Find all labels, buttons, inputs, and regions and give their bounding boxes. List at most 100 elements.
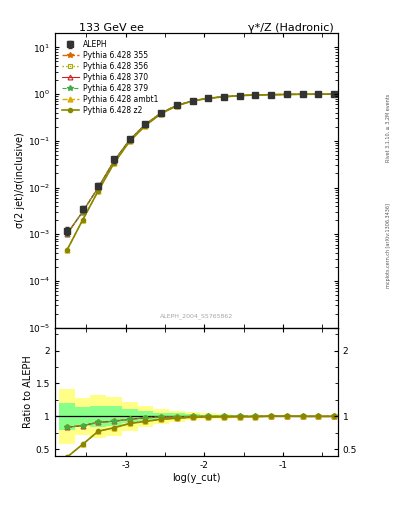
Pythia 6.428 370 xyxy=(253,92,258,98)
Pythia 6.428 356 xyxy=(64,231,69,237)
Text: mcplots.cern.ch [arXiv:1306.3436]: mcplots.cern.ch [arXiv:1306.3436] xyxy=(386,203,391,288)
Pythia 6.428 z2 xyxy=(222,94,226,100)
Pythia 6.428 379 xyxy=(206,95,211,101)
Pythia 6.428 z2 xyxy=(112,160,116,166)
Pythia 6.428 370 xyxy=(80,209,85,215)
Pythia 6.428 370 xyxy=(127,137,132,143)
Pythia 6.428 z2 xyxy=(269,92,274,98)
Line: Pythia 6.428 379: Pythia 6.428 379 xyxy=(64,91,337,237)
Pythia 6.428 370 xyxy=(190,98,195,104)
Pythia 6.428 z2 xyxy=(206,95,211,101)
Pythia 6.428 370 xyxy=(316,91,321,97)
Line: Pythia 6.428 z2: Pythia 6.428 z2 xyxy=(65,92,336,252)
Pythia 6.428 z2 xyxy=(253,92,258,98)
Pythia 6.428 ambt1 xyxy=(96,188,101,194)
Pythia 6.428 379 xyxy=(316,91,321,97)
Line: Pythia 6.428 370: Pythia 6.428 370 xyxy=(64,92,336,237)
Pythia 6.428 z2 xyxy=(237,93,242,99)
Pythia 6.428 z2 xyxy=(300,91,305,97)
Pythia 6.428 ambt1 xyxy=(285,91,289,97)
Pythia 6.428 355 xyxy=(285,91,289,97)
Pythia 6.428 355 xyxy=(127,137,132,143)
Pythia 6.428 356 xyxy=(316,91,321,97)
Pythia 6.428 370 xyxy=(174,102,179,109)
Pythia 6.428 379 xyxy=(127,137,132,143)
Pythia 6.428 379 xyxy=(222,94,226,100)
Pythia 6.428 355 xyxy=(237,93,242,99)
Text: ALEPH_2004_S5765862: ALEPH_2004_S5765862 xyxy=(160,313,233,319)
Pythia 6.428 ambt1 xyxy=(300,91,305,97)
Pythia 6.428 ambt1 xyxy=(174,102,179,109)
Pythia 6.428 355 xyxy=(174,102,179,109)
Pythia 6.428 370 xyxy=(300,91,305,97)
Line: Pythia 6.428 355: Pythia 6.428 355 xyxy=(64,91,337,237)
Pythia 6.428 379 xyxy=(174,102,179,109)
Text: 133 GeV ee: 133 GeV ee xyxy=(79,23,143,33)
Pythia 6.428 356 xyxy=(190,98,195,104)
Text: γ*/Z (Hadronic): γ*/Z (Hadronic) xyxy=(248,23,334,33)
Pythia 6.428 ambt1 xyxy=(190,98,195,104)
Pythia 6.428 ambt1 xyxy=(253,92,258,98)
Pythia 6.428 379 xyxy=(332,91,336,97)
Pythia 6.428 356 xyxy=(112,158,116,164)
Pythia 6.428 z2 xyxy=(96,188,101,194)
Pythia 6.428 ambt1 xyxy=(222,94,226,100)
Pythia 6.428 z2 xyxy=(64,247,69,253)
Pythia 6.428 356 xyxy=(174,102,179,109)
Pythia 6.428 379 xyxy=(285,91,289,97)
Pythia 6.428 356 xyxy=(222,94,226,100)
Pythia 6.428 ambt1 xyxy=(206,95,211,101)
Pythia 6.428 356 xyxy=(143,121,148,127)
X-axis label: log(y_cut): log(y_cut) xyxy=(172,472,221,483)
Text: Rivet 3.1.10, ≥ 3.2M events: Rivet 3.1.10, ≥ 3.2M events xyxy=(386,94,391,162)
Pythia 6.428 z2 xyxy=(80,217,85,223)
Pythia 6.428 z2 xyxy=(190,98,195,104)
Pythia 6.428 ambt1 xyxy=(127,138,132,144)
Pythia 6.428 379 xyxy=(64,231,69,237)
Pythia 6.428 379 xyxy=(159,110,163,116)
Y-axis label: σ(2 jet)/σ(inclusive): σ(2 jet)/σ(inclusive) xyxy=(15,133,25,228)
Pythia 6.428 370 xyxy=(96,184,101,190)
Pythia 6.428 379 xyxy=(80,209,85,215)
Pythia 6.428 z2 xyxy=(159,111,163,117)
Line: Pythia 6.428 ambt1: Pythia 6.428 ambt1 xyxy=(64,92,336,253)
Line: Pythia 6.428 356: Pythia 6.428 356 xyxy=(64,92,336,237)
Pythia 6.428 355 xyxy=(143,121,148,127)
Pythia 6.428 370 xyxy=(237,93,242,99)
Pythia 6.428 356 xyxy=(285,91,289,97)
Pythia 6.428 370 xyxy=(222,94,226,100)
Pythia 6.428 379 xyxy=(112,158,116,164)
Pythia 6.428 ambt1 xyxy=(80,217,85,223)
Pythia 6.428 370 xyxy=(112,158,116,164)
Pythia 6.428 356 xyxy=(159,110,163,116)
Pythia 6.428 355 xyxy=(96,184,101,190)
Legend: ALEPH, Pythia 6.428 355, Pythia 6.428 356, Pythia 6.428 370, Pythia 6.428 379, P: ALEPH, Pythia 6.428 355, Pythia 6.428 35… xyxy=(59,37,161,118)
Pythia 6.428 370 xyxy=(285,91,289,97)
Pythia 6.428 370 xyxy=(269,92,274,98)
Pythia 6.428 z2 xyxy=(285,91,289,97)
Pythia 6.428 355 xyxy=(190,98,195,104)
Pythia 6.428 356 xyxy=(237,93,242,99)
Pythia 6.428 355 xyxy=(206,95,211,101)
Pythia 6.428 379 xyxy=(253,92,258,98)
Pythia 6.428 z2 xyxy=(316,91,321,97)
Pythia 6.428 355 xyxy=(112,158,116,164)
Pythia 6.428 z2 xyxy=(143,122,148,129)
Pythia 6.428 ambt1 xyxy=(64,247,69,253)
Pythia 6.428 379 xyxy=(300,91,305,97)
Pythia 6.428 370 xyxy=(64,231,69,237)
Pythia 6.428 z2 xyxy=(332,91,336,97)
Pythia 6.428 355 xyxy=(269,92,274,98)
Pythia 6.428 356 xyxy=(127,137,132,143)
Pythia 6.428 379 xyxy=(269,92,274,98)
Pythia 6.428 ambt1 xyxy=(159,111,163,117)
Pythia 6.428 370 xyxy=(159,110,163,116)
Pythia 6.428 355 xyxy=(332,91,336,97)
Pythia 6.428 355 xyxy=(300,91,305,97)
Pythia 6.428 370 xyxy=(206,95,211,101)
Pythia 6.428 356 xyxy=(206,95,211,101)
Pythia 6.428 355 xyxy=(253,92,258,98)
Pythia 6.428 355 xyxy=(64,231,69,237)
Pythia 6.428 355 xyxy=(159,110,163,116)
Pythia 6.428 356 xyxy=(80,209,85,215)
